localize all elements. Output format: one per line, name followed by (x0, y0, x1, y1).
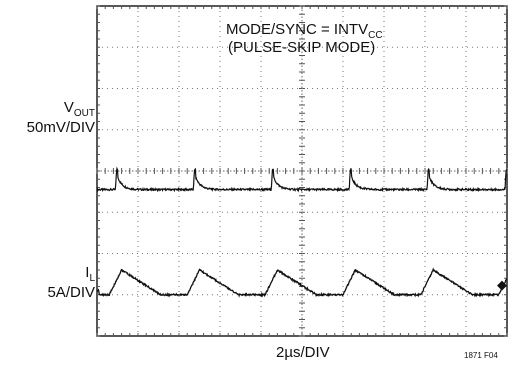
vout-trace (96, 166, 508, 193)
vout-scale-label: 50mV/DIV (26, 119, 95, 136)
il-label: IL (85, 264, 95, 284)
figure-id: 1871 F04 (464, 351, 498, 360)
chart-title-line2: (PULSE-SKIP MODE) (228, 39, 376, 56)
chart-title-line1: MODE/SYNC = INTVCC (226, 21, 383, 41)
grid-lines (96, 5, 508, 337)
vout-label: VOUT (63, 99, 95, 119)
trace-marker: ◆ (497, 278, 507, 293)
il-scale-label: 5A/DIV (47, 284, 95, 301)
il-trace (96, 267, 508, 298)
traces (96, 166, 508, 298)
x-axis-label: 2µs/DIV (276, 344, 330, 361)
